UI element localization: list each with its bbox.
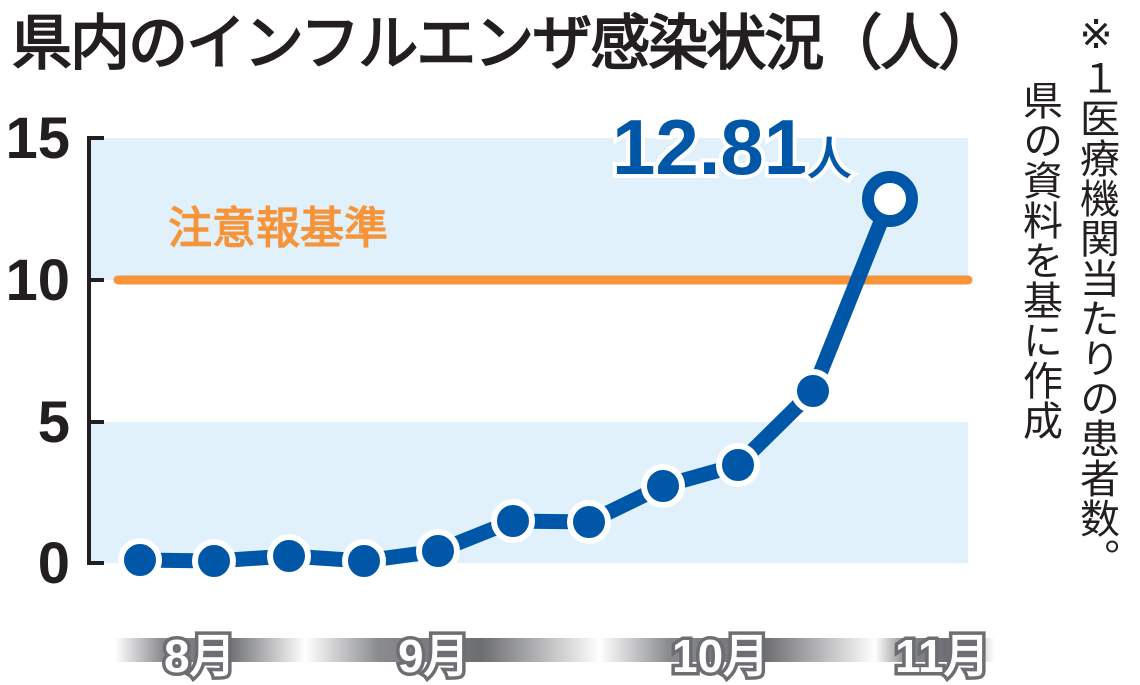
y-axis <box>87 136 104 565</box>
data-point <box>567 500 611 544</box>
footnote-unit: ※１医療機関当たりの患者数。 <box>1073 12 1119 578</box>
y-tick-15: 15 <box>5 106 70 171</box>
data-point <box>491 499 535 543</box>
data-point <box>342 539 386 583</box>
band-0-5 <box>90 422 968 563</box>
y-tick-10: 10 <box>5 248 70 313</box>
y-tick-labels: 15 10 5 0 <box>5 106 70 596</box>
latest-value-number: 12.81 <box>612 103 807 191</box>
footnote-source: 県の資料を基に作成 <box>1016 80 1062 440</box>
month-label-sep: 9月 <box>398 630 470 682</box>
month-label-nov: 11月 <box>895 630 990 682</box>
data-point <box>641 464 685 508</box>
alert-threshold-label: 注意報基準 <box>168 203 388 254</box>
y-tick-5: 5 <box>38 390 70 455</box>
month-label-aug: 8月 <box>164 630 236 682</box>
y-tick-0: 0 <box>38 531 70 596</box>
chart-title: 県内のインフルエンザ感染状況（人） <box>12 9 998 79</box>
x-axis-bar <box>115 638 995 662</box>
data-point <box>118 538 162 582</box>
latest-value-unit: 人 <box>807 134 851 185</box>
data-point <box>267 534 311 578</box>
data-point <box>416 529 460 573</box>
x-tick-labels: 8月 9月 10月 11月 <box>161 627 994 685</box>
month-label-oct: 10月 <box>672 630 769 682</box>
data-point <box>716 443 760 487</box>
band-10-15 <box>90 138 968 280</box>
latest-data-point <box>862 171 918 227</box>
data-point <box>192 539 236 583</box>
data-points <box>118 369 835 583</box>
data-point <box>791 369 835 413</box>
latest-value-label: 12.81人 <box>612 103 851 191</box>
